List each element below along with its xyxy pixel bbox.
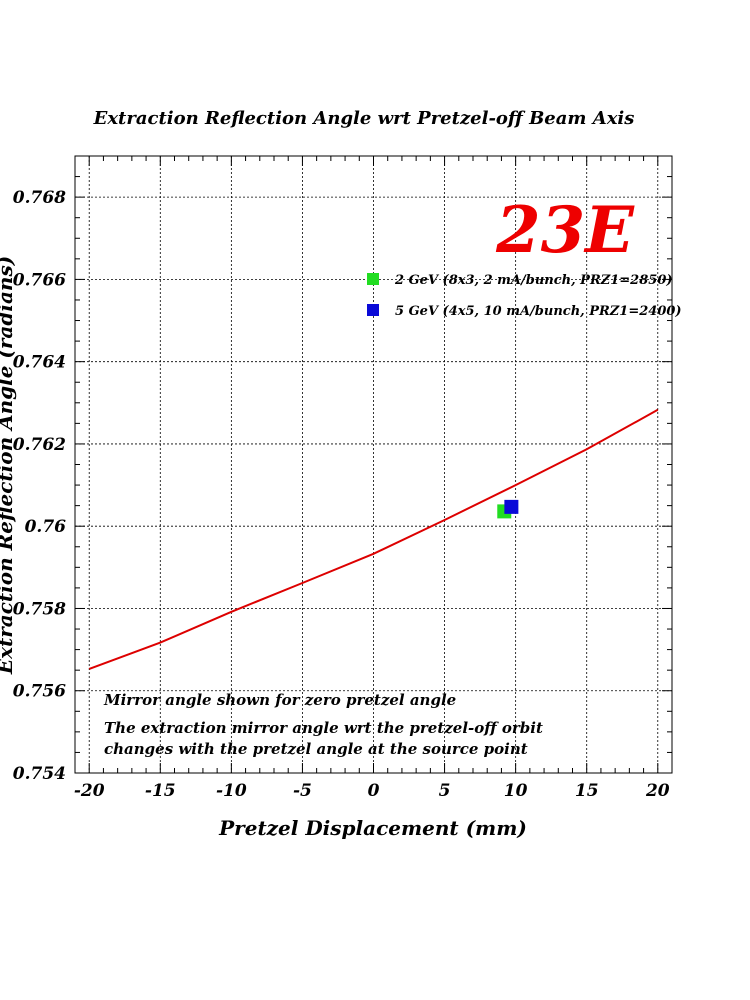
- note-line-2: The extraction mirror angle wrt the pret…: [104, 719, 543, 737]
- x-tick-label: 10: [504, 781, 528, 801]
- x-tick-label: 20: [645, 781, 670, 801]
- data-point: [504, 499, 519, 514]
- chart-tag: 23E: [495, 193, 635, 268]
- y-tick-label: 0.754: [13, 764, 66, 784]
- legend-label: 5 GeV (4x5, 10 mA/bunch, PRZ1=2400): [395, 304, 682, 319]
- x-tick-label: 15: [575, 781, 599, 801]
- data-points: [497, 499, 519, 519]
- y-tick-label: 0.764: [13, 353, 66, 373]
- y-tick-label: 0.76: [25, 517, 67, 537]
- x-axis-label: Pretzel Displacement (mm): [218, 816, 527, 840]
- axis-ticks: [74, 156, 673, 774]
- x-tick-label: 5: [439, 781, 451, 801]
- legend-swatch: [367, 304, 379, 316]
- x-tick-label: -20: [74, 781, 105, 801]
- y-tick-label: 0.758: [13, 599, 66, 619]
- y-tick-label: 0.756: [13, 682, 66, 702]
- y-tick-label: 0.762: [13, 435, 66, 455]
- legend: 2 GeV (8x3, 2 mA/bunch, PRZ1=2850) 5 GeV …: [367, 273, 682, 319]
- y-tick-labels: 0.754 0.756 0.758 0.76 0.762 0.764 0.766 0.768: [13, 188, 66, 784]
- note-line-1: Mirror angle shown for zero pretzel angl…: [103, 691, 456, 709]
- y-tick-label: 0.766: [13, 270, 66, 290]
- x-tick-label: 0: [368, 781, 380, 801]
- legend-swatch: [367, 273, 379, 285]
- x-tick-label: -10: [216, 781, 247, 801]
- curve-line: [88, 408, 659, 670]
- x-tick-label: -5: [293, 781, 312, 801]
- x-tick-labels: -20 -15 -10 -5 0 5 10 15 20: [74, 781, 670, 801]
- chart-title: Extraction Reflection Angle wrt Pretzel-…: [93, 108, 635, 129]
- x-tick-label: -15: [145, 781, 176, 801]
- y-tick-label: 0.768: [13, 188, 66, 208]
- note-line-3: changes with the pretzel angle at the so…: [104, 740, 528, 758]
- y-axis-label: Extraction Reflection Angle (radians): [0, 256, 17, 675]
- legend-label: 2 GeV (8x3, 2 mA/bunch, PRZ1=2850): [394, 273, 673, 288]
